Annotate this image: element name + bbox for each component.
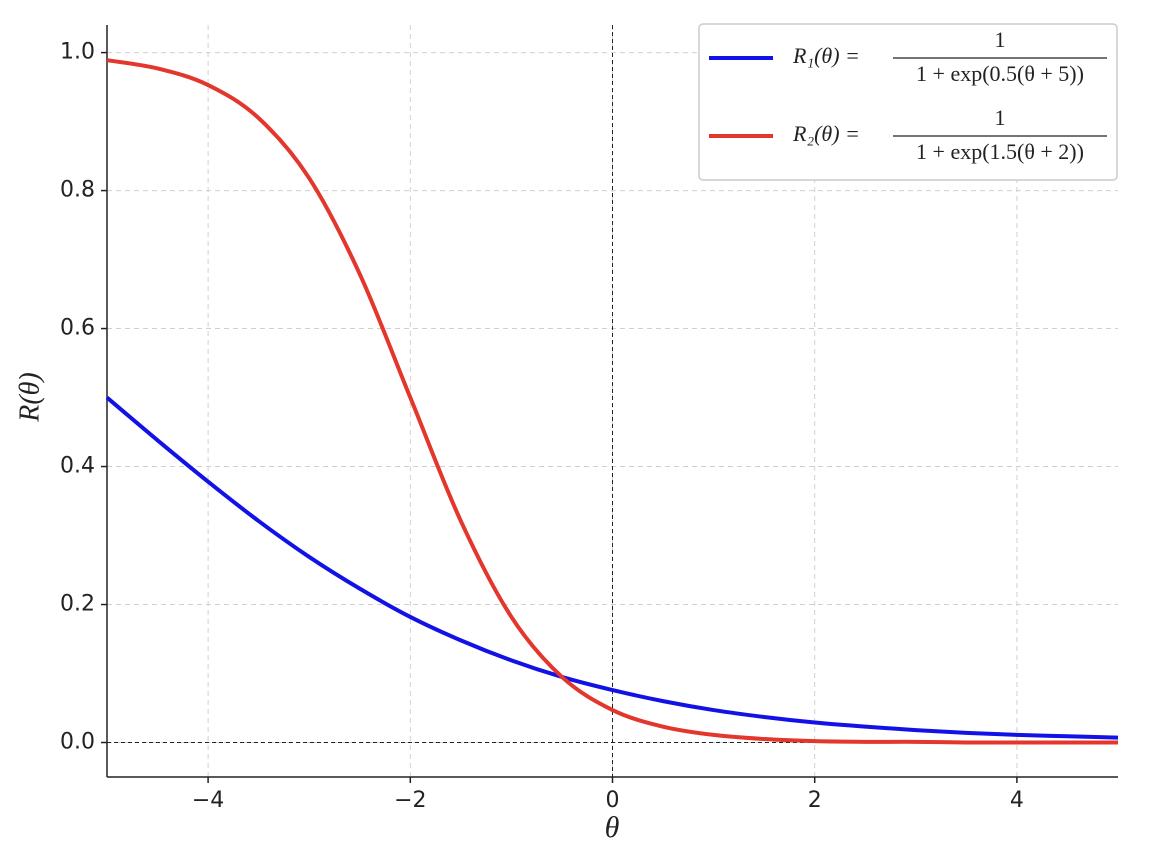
x-tick-label: −4 <box>192 788 224 813</box>
x-tick-label: 0 <box>606 788 620 813</box>
y-axis-label: R(θ) <box>14 372 45 423</box>
legend-denominator: 1 + exp(0.5(θ + 5)) <box>916 61 1084 86</box>
series-line <box>105 396 1119 740</box>
legend-label: R₁(θ) = <box>792 43 860 68</box>
legend-numerator: 1 <box>995 105 1006 130</box>
x-tick-label: 2 <box>808 788 822 813</box>
legend-denominator: 1 + exp(1.5(θ + 2)) <box>916 139 1084 164</box>
y-tick-label: 1.0 <box>60 40 95 65</box>
y-tick-label: 0.0 <box>60 730 95 755</box>
y-tick-label: 0.2 <box>60 592 95 617</box>
series-line <box>106 58 1118 745</box>
y-tick-label: 0.6 <box>60 316 95 341</box>
x-axis-label: θ <box>605 811 620 844</box>
legend-label: R₂(θ) = <box>792 121 860 146</box>
legend-box <box>698 23 1118 181</box>
y-tick-label: 0.4 <box>60 454 95 479</box>
x-tick-label: 4 <box>1010 788 1024 813</box>
x-tick-label: −2 <box>394 788 426 813</box>
legend-numerator: 1 <box>995 27 1006 52</box>
y-tick-label: 0.8 <box>60 178 95 203</box>
